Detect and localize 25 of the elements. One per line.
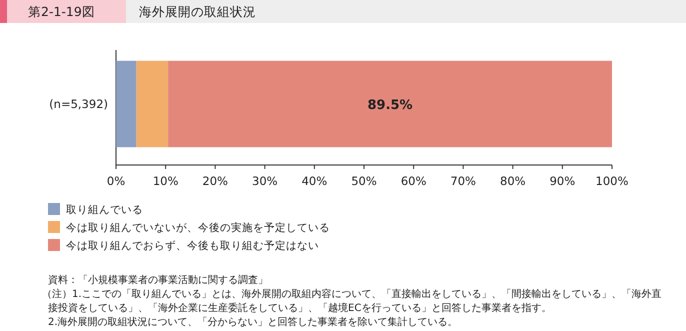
text: 接投資をしている」、「海外企業に生産委託をしている」、「越境ECを行っている」と回答した事業者を指す。 xyxy=(48,302,552,314)
x-tick-label: 10% xyxy=(152,174,178,188)
legend-label: 取り組んでいる xyxy=(66,204,143,216)
chart-subtitle: 第2-1-19図 xyxy=(28,4,95,19)
text: 資料：「小規模事業者の事業活動に関する調査」 xyxy=(48,274,268,286)
x-tick-label: 80% xyxy=(500,174,526,188)
bar xyxy=(116,60,136,148)
x-tick-label: 0% xyxy=(106,174,126,188)
text: 2.海外展開の取組状況について、「分からない」と回答した事業者を除いて集計している。 xyxy=(48,316,458,328)
legend-label: 今は取り組んでおらず、今後も取り組む予定はない xyxy=(66,239,319,252)
legend-label: 今は取り組んでいないが、今後の実施を予定している xyxy=(66,221,330,234)
x-tick-label: 20% xyxy=(202,174,228,188)
x-tick-label: 40% xyxy=(302,174,328,188)
x-tick-label: 30% xyxy=(252,174,278,188)
x-tick-label: 70% xyxy=(450,174,476,188)
x-tick-label: 100% xyxy=(596,174,629,188)
x-tick-label: 90% xyxy=(550,174,576,188)
y-tick-label: (n=5,392) xyxy=(49,97,108,111)
x-tick-label: 60% xyxy=(400,174,426,188)
x-tick-label: 50% xyxy=(351,174,377,188)
data-label: 89.5% xyxy=(367,98,413,113)
chart-title: 海外展開の取組状況 xyxy=(139,4,256,19)
text: （注）1.ここでの「取り組んでいる」とは、海外展開の取組内容について、「直接輸出をしている」、「間接輸出をしている」、「海外直 xyxy=(42,288,662,300)
bar xyxy=(136,60,168,148)
bar xyxy=(168,60,612,148)
